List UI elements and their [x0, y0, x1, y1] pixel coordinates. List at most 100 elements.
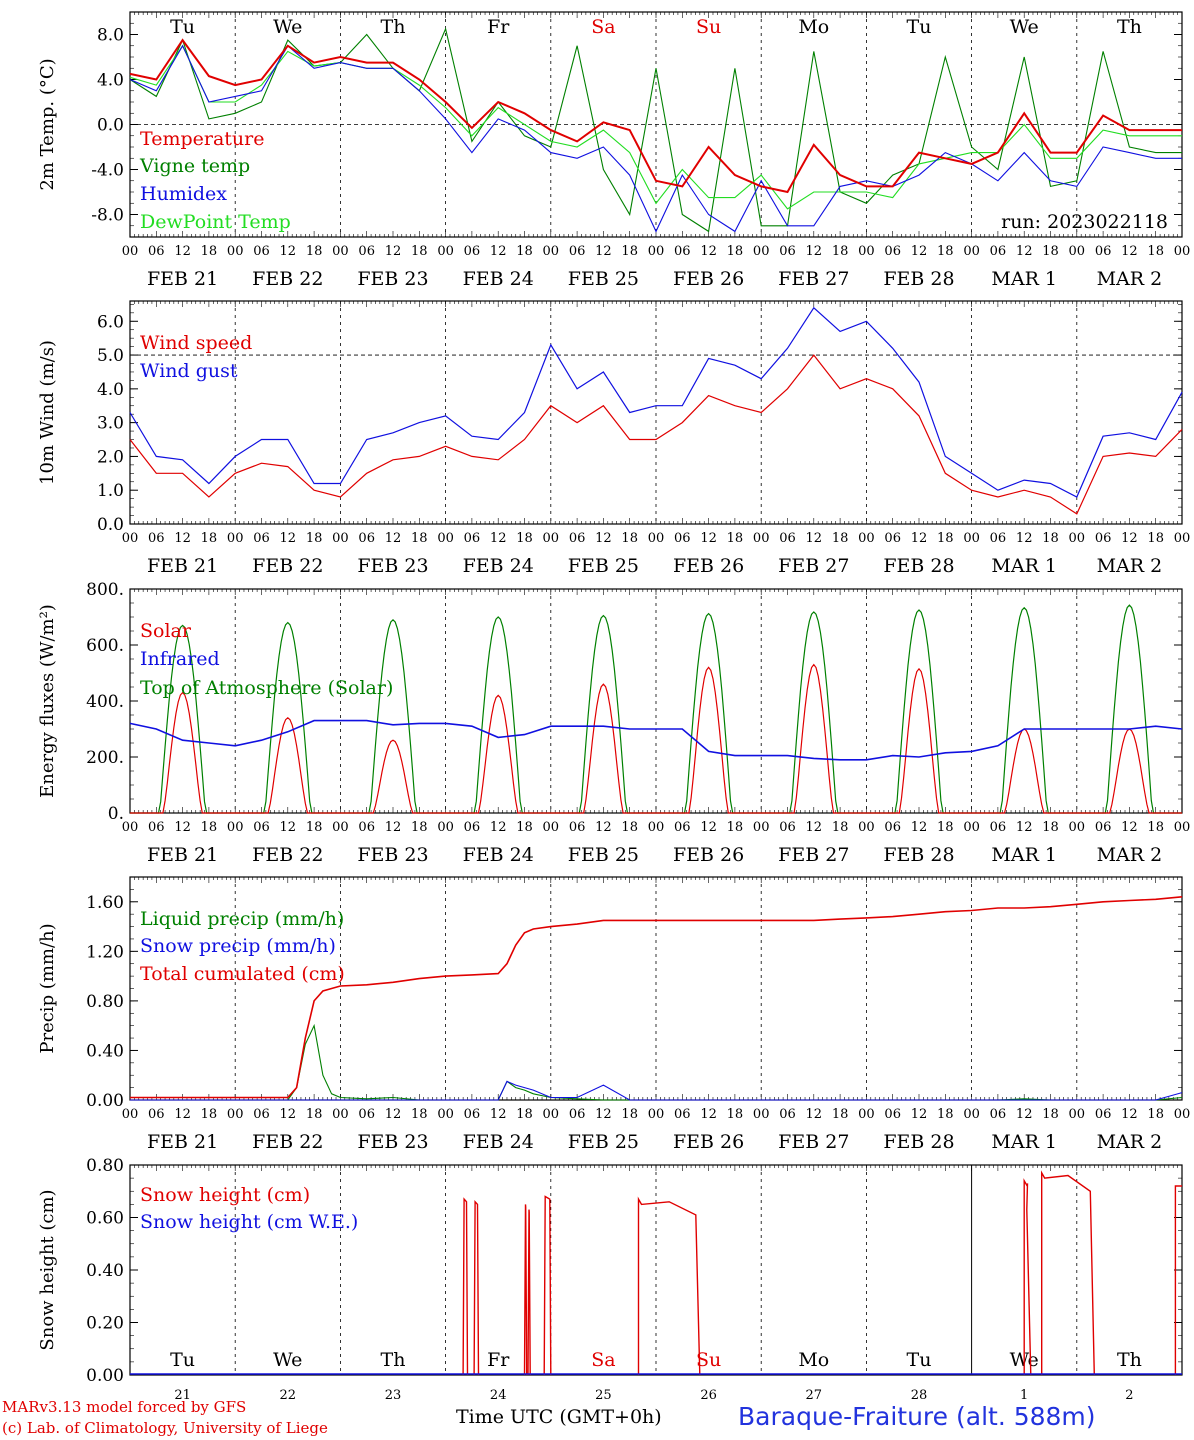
snow-pulse: [523, 1204, 528, 1376]
hour-tick-label: 12: [1121, 244, 1138, 259]
y-tick-label: 0.60: [86, 1209, 124, 1229]
y-tick-label: 4.0: [97, 71, 124, 91]
hour-tick-label: 00: [648, 820, 665, 835]
hour-tick-label: 12: [806, 820, 823, 835]
hour-tick-label: 18: [201, 244, 218, 259]
hour-tick-label: 12: [700, 244, 717, 259]
hour-tick-label: 12: [174, 1107, 191, 1122]
hour-tick-label: 00: [332, 1107, 349, 1122]
date-label: FEB 28: [883, 268, 954, 290]
hour-tick-label: 18: [621, 531, 638, 546]
hour-tick-label: 06: [569, 820, 586, 835]
date-label: FEB 28: [883, 555, 954, 577]
day-name: Mo: [798, 16, 829, 38]
hour-tick-label: 00: [963, 531, 980, 546]
hour-tick-label: 06: [569, 1107, 586, 1122]
hour-tick-label: 06: [674, 531, 691, 546]
y-tick-label: 1.60: [86, 893, 124, 913]
day-number: 1: [1020, 1388, 1028, 1403]
hour-tick-label: 12: [700, 531, 717, 546]
hour-tick-label: 18: [1042, 1107, 1059, 1122]
date-label: MAR 2: [1097, 1131, 1163, 1153]
hour-tick-label: 06: [253, 531, 270, 546]
hour-tick-label: 12: [1016, 1107, 1033, 1122]
hour-tick-label: 06: [358, 1107, 375, 1122]
hour-tick-label: 18: [832, 244, 849, 259]
hour-tick-label: 00: [543, 820, 560, 835]
y-tick-label: 1.20: [86, 942, 124, 962]
day-name: We: [1010, 16, 1039, 38]
hour-tick-label: 12: [1016, 531, 1033, 546]
hour-tick-label: 06: [990, 244, 1007, 259]
hour-tick-label: 00: [437, 244, 454, 259]
y-tick-label: 0.0: [97, 116, 124, 136]
y-tick-label: 400.: [86, 692, 124, 712]
hour-tick-label: 18: [516, 820, 533, 835]
date-label: FEB 23: [357, 268, 428, 290]
date-label: MAR 1: [991, 555, 1057, 577]
hour-tick-label: 06: [990, 820, 1007, 835]
legend-entry: Top of Atmosphere (Solar): [140, 677, 393, 699]
hour-tick-label: 06: [148, 531, 165, 546]
y-axis-label: Precip (mm/h): [37, 923, 58, 1053]
hour-tick-label: 12: [280, 1107, 297, 1122]
hour-tick-label: 18: [411, 820, 428, 835]
y-tick-label: 0.80: [86, 1156, 124, 1176]
legend-entry: Wind gust: [140, 360, 238, 382]
hour-tick-label: 18: [1042, 820, 1059, 835]
hour-tick-label: 00: [963, 1107, 980, 1122]
day-name: We: [273, 16, 302, 38]
date-label: FEB 26: [673, 268, 744, 290]
hour-tick-label: 18: [621, 820, 638, 835]
hour-tick-label: 00: [437, 820, 454, 835]
hour-tick-label: 06: [569, 531, 586, 546]
hour-tick-label: 00: [1069, 820, 1086, 835]
hour-tick-label: 18: [201, 1107, 218, 1122]
hour-tick-label: 00: [963, 244, 980, 259]
legend-entry: Liquid precip (mm/h): [140, 908, 344, 930]
hour-tick-label: 12: [280, 820, 297, 835]
day-name: Sa: [591, 1349, 615, 1371]
date-label: FEB 21: [147, 844, 218, 866]
date-label: FEB 24: [463, 1131, 534, 1153]
date-label: FEB 24: [463, 268, 534, 290]
hour-tick-label: 18: [1147, 531, 1164, 546]
hour-tick-label: 00: [122, 1107, 139, 1122]
date-label: FEB 22: [252, 555, 323, 577]
panel-3: 800. 600. 400. 200. 0. Energy fluxes (W/m²) 00…: [37, 580, 1190, 866]
date-label: FEB 25: [568, 844, 639, 866]
hour-tick-label: 00: [648, 244, 665, 259]
date-label: FEB 24: [463, 844, 534, 866]
day-number: 26: [700, 1388, 717, 1403]
panel-1: 8.0 4.0 0.0 -4.0 -8.0 2m Temp. (°C) 00 06 12 18 FE…: [37, 11, 1190, 290]
hour-tick-label: 12: [385, 531, 402, 546]
series-line: [129, 354, 1183, 515]
hour-tick-label: 18: [411, 1107, 428, 1122]
hour-tick-label: 00: [648, 1107, 665, 1122]
hour-tick-label: 12: [911, 1107, 928, 1122]
y-tick-label: 0.80: [86, 992, 124, 1012]
day-name: Sa: [591, 16, 615, 38]
snow-pulse: [473, 1200, 480, 1376]
series-line: [130, 896, 1183, 1099]
y-tick-label: 0.0: [97, 515, 124, 535]
hour-tick-label: 00: [122, 531, 139, 546]
hour-tick-label: 12: [490, 820, 507, 835]
day-number: 24: [490, 1388, 507, 1403]
hour-tick-label: 12: [385, 244, 402, 259]
hour-tick-label: 00: [1174, 531, 1191, 546]
hour-tick-label: 12: [174, 820, 191, 835]
hour-tick-label: 12: [806, 1107, 823, 1122]
hour-tick-label: 06: [779, 531, 796, 546]
date-label: FEB 27: [778, 555, 849, 577]
panel-2: 6.0 5.0 4.0 3.0 2.0 1.0 0.0 10m Wind (m/s) 00 06 1…: [37, 300, 1191, 577]
y-tick-label: 0.00: [86, 1366, 124, 1386]
hour-tick-label: 00: [332, 820, 349, 835]
hour-tick-label: 00: [437, 1107, 454, 1122]
hour-tick-label: 06: [253, 1107, 270, 1122]
day-number: 21: [174, 1388, 191, 1403]
date-label: MAR 2: [1097, 268, 1163, 290]
date-label: FEB 25: [568, 555, 639, 577]
hour-tick-label: 00: [753, 820, 770, 835]
hour-tick-label: 18: [727, 820, 744, 835]
